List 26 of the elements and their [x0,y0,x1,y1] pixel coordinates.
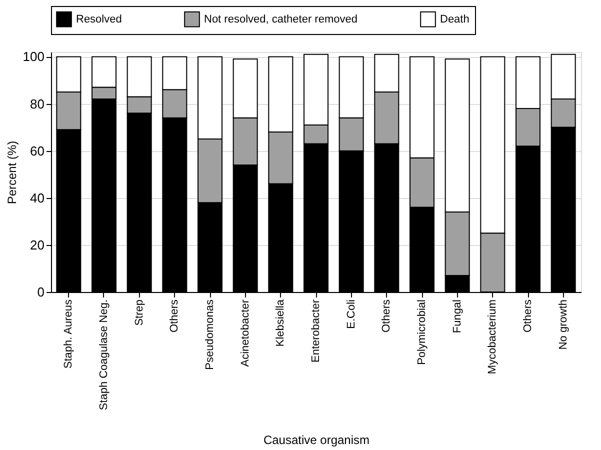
y-tick-label: 0 [37,284,44,300]
x-tick-label: Acinetobacter [239,299,252,367]
y-tick-label: 80 [30,96,44,112]
x-tick-label: Klebsiella [274,298,287,347]
legend-label: Not resolved, catheter removed [204,13,358,26]
x-axis-title: Causative organism [263,433,370,448]
x-tick-label: Others [380,299,393,333]
x-tick-label: Others [522,299,534,333]
y-tick-label: 20 [30,237,44,252]
x-tick-label: Enterobacter [310,299,322,362]
legend-label: Death [440,13,470,26]
x-tick-label: Mycobacterium [486,300,499,374]
y-tick-label: 100 [22,49,44,64]
legend-label: Resolved [76,13,122,26]
x-tick-label: Staph Coagulase Neg. [98,300,110,410]
x-tick-label: Polymicrobial [416,300,428,365]
x-tick-label: E.Coli [345,300,358,329]
x-tick-label: Fungal [451,300,464,334]
y-tick-label: 60 [30,143,44,158]
x-tick-label: Strep [133,300,146,326]
x-tick-label: Others [168,299,181,333]
x-tick-label: Staph. Aureus [62,299,75,369]
y-tick-label: 40 [30,190,44,206]
x-tick-label: No growth [557,300,570,350]
x-tick-label: Pseudomonas [204,299,216,370]
y-axis-title: Percent (%) [4,140,19,204]
